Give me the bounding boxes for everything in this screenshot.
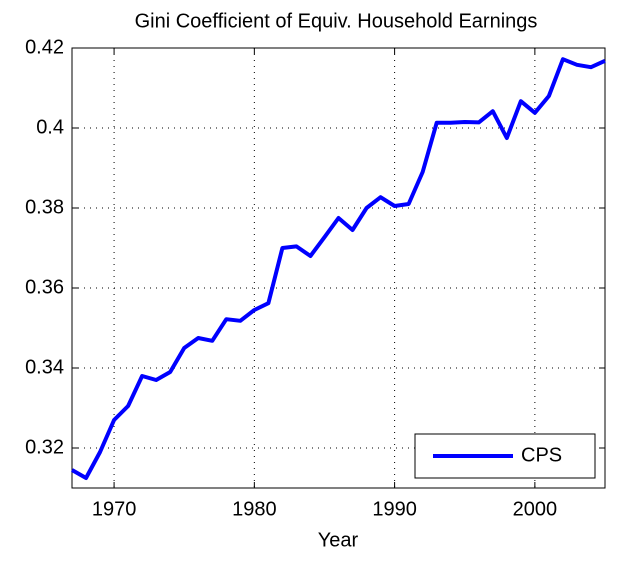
x-axis-label: Year [318,529,359,551]
y-tick-label: 0.42 [25,36,64,58]
y-tick-label: 0.4 [36,116,64,138]
x-tick-label: 2000 [513,498,558,520]
x-tick-label: 1970 [92,498,137,520]
y-tick-label: 0.32 [25,436,64,458]
data-line [71,57,606,480]
plot-area [72,48,605,488]
legend-label: CPS [521,444,562,466]
y-tick-label: 0.38 [25,196,64,218]
y-tick-label: 0.34 [25,356,64,378]
x-tick-label: 1980 [232,498,277,520]
chart-title: Gini Coefficient of Equiv. Household Ear… [135,10,538,32]
y-tick-label: 0.36 [25,276,64,298]
x-tick-label: 1990 [372,498,417,520]
axes-box [71,47,606,489]
